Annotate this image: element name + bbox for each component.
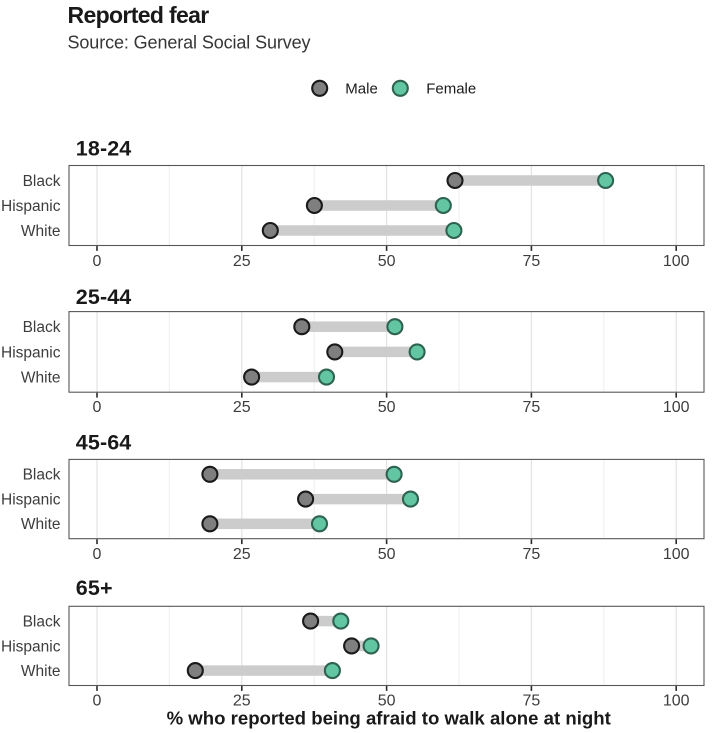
svg-text:White: White bbox=[21, 663, 61, 680]
svg-text:50: 50 bbox=[378, 253, 396, 270]
svg-text:100: 100 bbox=[663, 399, 690, 416]
svg-text:Black: Black bbox=[23, 467, 61, 484]
svg-text:0: 0 bbox=[93, 546, 102, 563]
svg-text:45-64: 45-64 bbox=[76, 431, 132, 455]
svg-text:Source: General Social Survey: Source: General Social Survey bbox=[68, 32, 311, 52]
svg-text:Hispanic: Hispanic bbox=[1, 638, 61, 655]
svg-text:Female: Female bbox=[426, 81, 476, 98]
svg-text:0: 0 bbox=[93, 399, 102, 416]
svg-text:50: 50 bbox=[378, 546, 396, 563]
svg-text:75: 75 bbox=[523, 399, 541, 416]
svg-text:18-24: 18-24 bbox=[76, 137, 132, 161]
svg-text:% who reported being afraid to: % who reported being afraid to walk alon… bbox=[167, 707, 611, 728]
svg-text:75: 75 bbox=[523, 692, 541, 709]
svg-text:0: 0 bbox=[93, 253, 102, 270]
svg-text:Male: Male bbox=[345, 81, 378, 98]
svg-text:25: 25 bbox=[233, 692, 251, 709]
svg-text:50: 50 bbox=[378, 692, 396, 709]
svg-text:25-44: 25-44 bbox=[76, 285, 132, 309]
svg-text:Hispanic: Hispanic bbox=[1, 492, 61, 509]
svg-text:0: 0 bbox=[93, 692, 102, 709]
svg-text:Reported fear: Reported fear bbox=[68, 2, 210, 28]
svg-text:White: White bbox=[21, 516, 61, 533]
svg-text:Hispanic: Hispanic bbox=[1, 198, 61, 215]
svg-text:Black: Black bbox=[23, 614, 61, 631]
svg-text:100: 100 bbox=[663, 692, 690, 709]
svg-text:75: 75 bbox=[523, 253, 541, 270]
svg-text:White: White bbox=[21, 223, 61, 240]
svg-text:Black: Black bbox=[23, 173, 61, 190]
svg-text:100: 100 bbox=[663, 546, 690, 563]
svg-text:100: 100 bbox=[663, 253, 690, 270]
svg-text:White: White bbox=[21, 370, 61, 387]
svg-text:Hispanic: Hispanic bbox=[1, 344, 61, 361]
svg-text:50: 50 bbox=[378, 399, 396, 416]
svg-text:25: 25 bbox=[233, 546, 251, 563]
svg-text:65+: 65+ bbox=[76, 576, 113, 600]
svg-text:Black: Black bbox=[23, 319, 61, 336]
svg-text:25: 25 bbox=[233, 399, 251, 416]
svg-text:25: 25 bbox=[233, 253, 251, 270]
svg-text:75: 75 bbox=[523, 546, 541, 563]
